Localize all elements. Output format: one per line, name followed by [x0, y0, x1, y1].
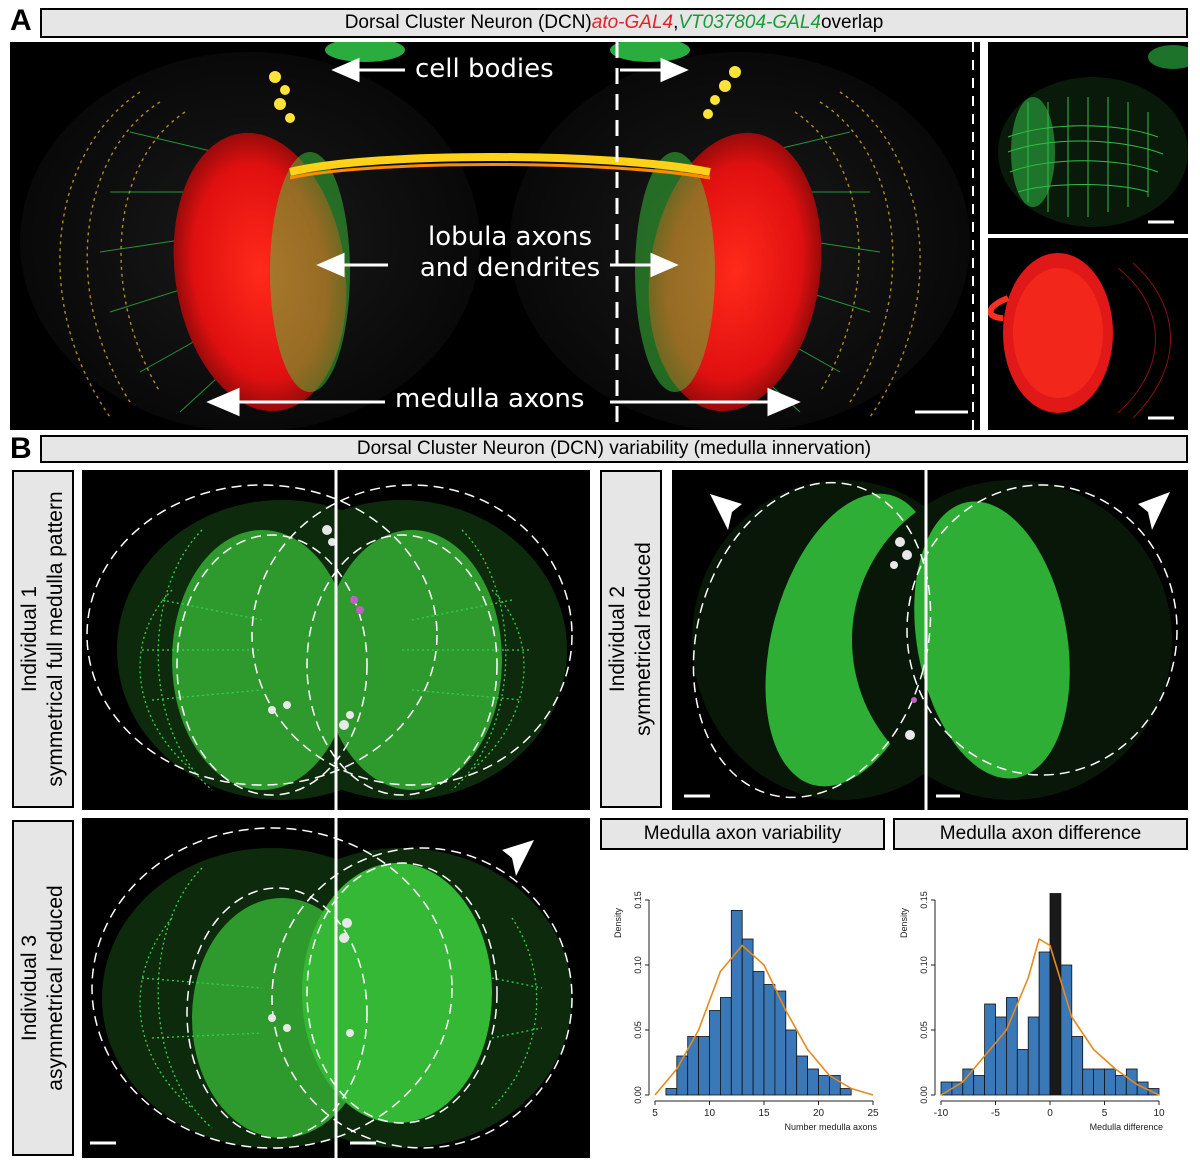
- hist1-title: Medulla axon variability: [600, 818, 885, 850]
- micrograph-a-inset-green: [988, 42, 1188, 234]
- individual-2-art: [672, 470, 1188, 810]
- title-a-red-genotype: ato-GAL4: [591, 12, 674, 33]
- title-a-green-genotype: VT037804-GAL4: [678, 12, 821, 33]
- density-curve: [654, 944, 874, 1096]
- histogram-bar: [1125, 1068, 1138, 1096]
- y-tick-label: 0.10: [919, 956, 929, 974]
- micrograph-a-inset-red: [988, 238, 1188, 430]
- histogram-bar: [785, 1029, 798, 1096]
- histogram-bar: [1071, 1036, 1084, 1096]
- histogram-bar: [763, 984, 776, 1096]
- x-tick-label: 25: [867, 1108, 879, 1119]
- histogram-bar: [730, 910, 743, 1096]
- histogram-bar: [1006, 997, 1018, 1096]
- histogram-bar: [951, 1081, 964, 1096]
- label-cell-bodies: cell bodies: [415, 54, 554, 84]
- label-lobula-line2: and dendrites: [419, 253, 601, 284]
- panel-letter-a: A: [10, 4, 32, 37]
- histogram-bar: [676, 1055, 689, 1096]
- histogram-bar: [818, 1075, 830, 1096]
- histogram-bar: [962, 1068, 975, 1096]
- panel-letter-b: B: [10, 432, 32, 465]
- individual-3-label: Individual 3 asymmetrical reduced: [12, 820, 74, 1156]
- histogram-bar: [665, 1088, 678, 1096]
- individual-1-label: Individual 1 symmetrical full medulla pa…: [12, 470, 74, 808]
- x-tick-label: -10: [934, 1108, 949, 1119]
- x-tick-label: 0: [1047, 1108, 1053, 1119]
- label-lobula-line1: lobula axons: [428, 222, 592, 252]
- x-tick-label: 20: [813, 1108, 825, 1119]
- micrograph-a-main: cell bodies lobula axons and dendrites m…: [10, 42, 980, 430]
- x-tick-label: 5: [1102, 1108, 1108, 1119]
- y-tick-label: 0.05: [919, 1021, 929, 1039]
- title-a-part2: overlap: [820, 12, 884, 33]
- individual-1-text: Individual 1 symmetrical full medulla pa…: [17, 491, 70, 786]
- histogram-difference: 0.00 0.05 0.10 0.15 Density -10 -5 0 5 10 Medulla …: [899, 891, 1165, 1132]
- x-tick-label: 10: [1153, 1108, 1165, 1119]
- histogram-bar: [807, 1068, 819, 1096]
- hist2-title: Medulla axon difference: [893, 818, 1188, 850]
- y-tick-label: 0.00: [919, 1086, 929, 1104]
- individual-1-line2: symmetrical full medulla pattern: [44, 491, 67, 787]
- histogram-bar: [741, 938, 754, 1096]
- y-tick-label: 0.00: [633, 1086, 643, 1104]
- title-a-sep: ,: [673, 12, 679, 33]
- panel-a-title: Dorsal Cluster Neuron (DCN) ato-GAL4, VT…: [40, 8, 1188, 38]
- individual-3-line1: Individual 3: [17, 934, 41, 1042]
- histogram-bar: [1060, 964, 1073, 1096]
- histogram-bar: [839, 1088, 852, 1096]
- histogram-bar: [1027, 1016, 1040, 1096]
- histogram-bar: [1104, 1068, 1116, 1096]
- histogram-bar: [973, 1075, 985, 1096]
- histogram-bar: [1082, 1068, 1094, 1096]
- title-a-part1: Dorsal Cluster Neuron (DCN): [344, 12, 592, 33]
- y-tick-label: 0.05: [633, 1021, 643, 1039]
- x-tick-label: 15: [758, 1108, 770, 1119]
- individual-1-line1: Individual 1: [17, 585, 41, 693]
- histogram-bar: [1114, 1075, 1127, 1096]
- histogram-bar: [940, 1081, 953, 1096]
- individual-3-text: Individual 3 asymmetrical reduced: [17, 885, 70, 1090]
- individual-3-line2: asymmetrical reduced: [44, 885, 67, 1091]
- label-lobula-axons: lobula axons and dendrites: [405, 222, 615, 284]
- histogram-bar: [1016, 1049, 1029, 1096]
- histogram-bar: [752, 971, 765, 1096]
- density-curve: [940, 938, 1160, 1096]
- individual-2-line1: Individual 2: [605, 585, 629, 693]
- histogram-bar: [1038, 951, 1051, 1096]
- y-axis-label: Density: [899, 908, 909, 939]
- histogram-bar: [995, 1016, 1007, 1096]
- individual-2-line2: symmetrical reduced: [632, 542, 655, 736]
- inset-red-art: [988, 238, 1188, 430]
- y-axis-label: Density: [613, 908, 623, 939]
- histogram-bar: [1093, 1068, 1105, 1096]
- micrograph-individual-1: [82, 470, 590, 810]
- micrograph-individual-2: [672, 470, 1188, 810]
- histogram-bar: [709, 1010, 721, 1096]
- inset-green-art: [988, 42, 1188, 234]
- label-medulla-axons: medulla axons: [395, 384, 585, 414]
- histogram-bar: [1049, 893, 1062, 1096]
- histogram-bar: [720, 997, 732, 1096]
- x-tick-label: 5: [652, 1108, 658, 1119]
- histogram-bar: [698, 1036, 710, 1096]
- panel-b-title: Dorsal Cluster Neuron (DCN) variability …: [40, 435, 1188, 463]
- individual-2-label: Individual 2 symmetrical reduced: [600, 470, 662, 808]
- x-axis-label: Medulla difference: [1090, 1122, 1163, 1132]
- micrograph-individual-3: [82, 818, 590, 1158]
- individual-2-text: Individual 2 symmetrical reduced: [605, 542, 658, 736]
- y-tick-label: 0.15: [919, 891, 929, 909]
- x-tick-label: -5: [991, 1108, 1000, 1119]
- y-tick-label: 0.10: [633, 956, 643, 974]
- micrograph-a-art: [10, 42, 980, 430]
- histogram-bar: [828, 1075, 841, 1096]
- x-axis-label: Number medulla axons: [784, 1122, 877, 1132]
- y-tick-label: 0.15: [633, 891, 643, 909]
- histogram-variability: 0.00 0.05 0.10 0.15 Density 5 10 15 20 25 Number m…: [613, 891, 879, 1132]
- individual-3-art: [82, 818, 590, 1158]
- x-tick-label: 10: [704, 1108, 716, 1119]
- histogram-bar: [796, 1055, 808, 1096]
- individual-1-art: [82, 470, 590, 810]
